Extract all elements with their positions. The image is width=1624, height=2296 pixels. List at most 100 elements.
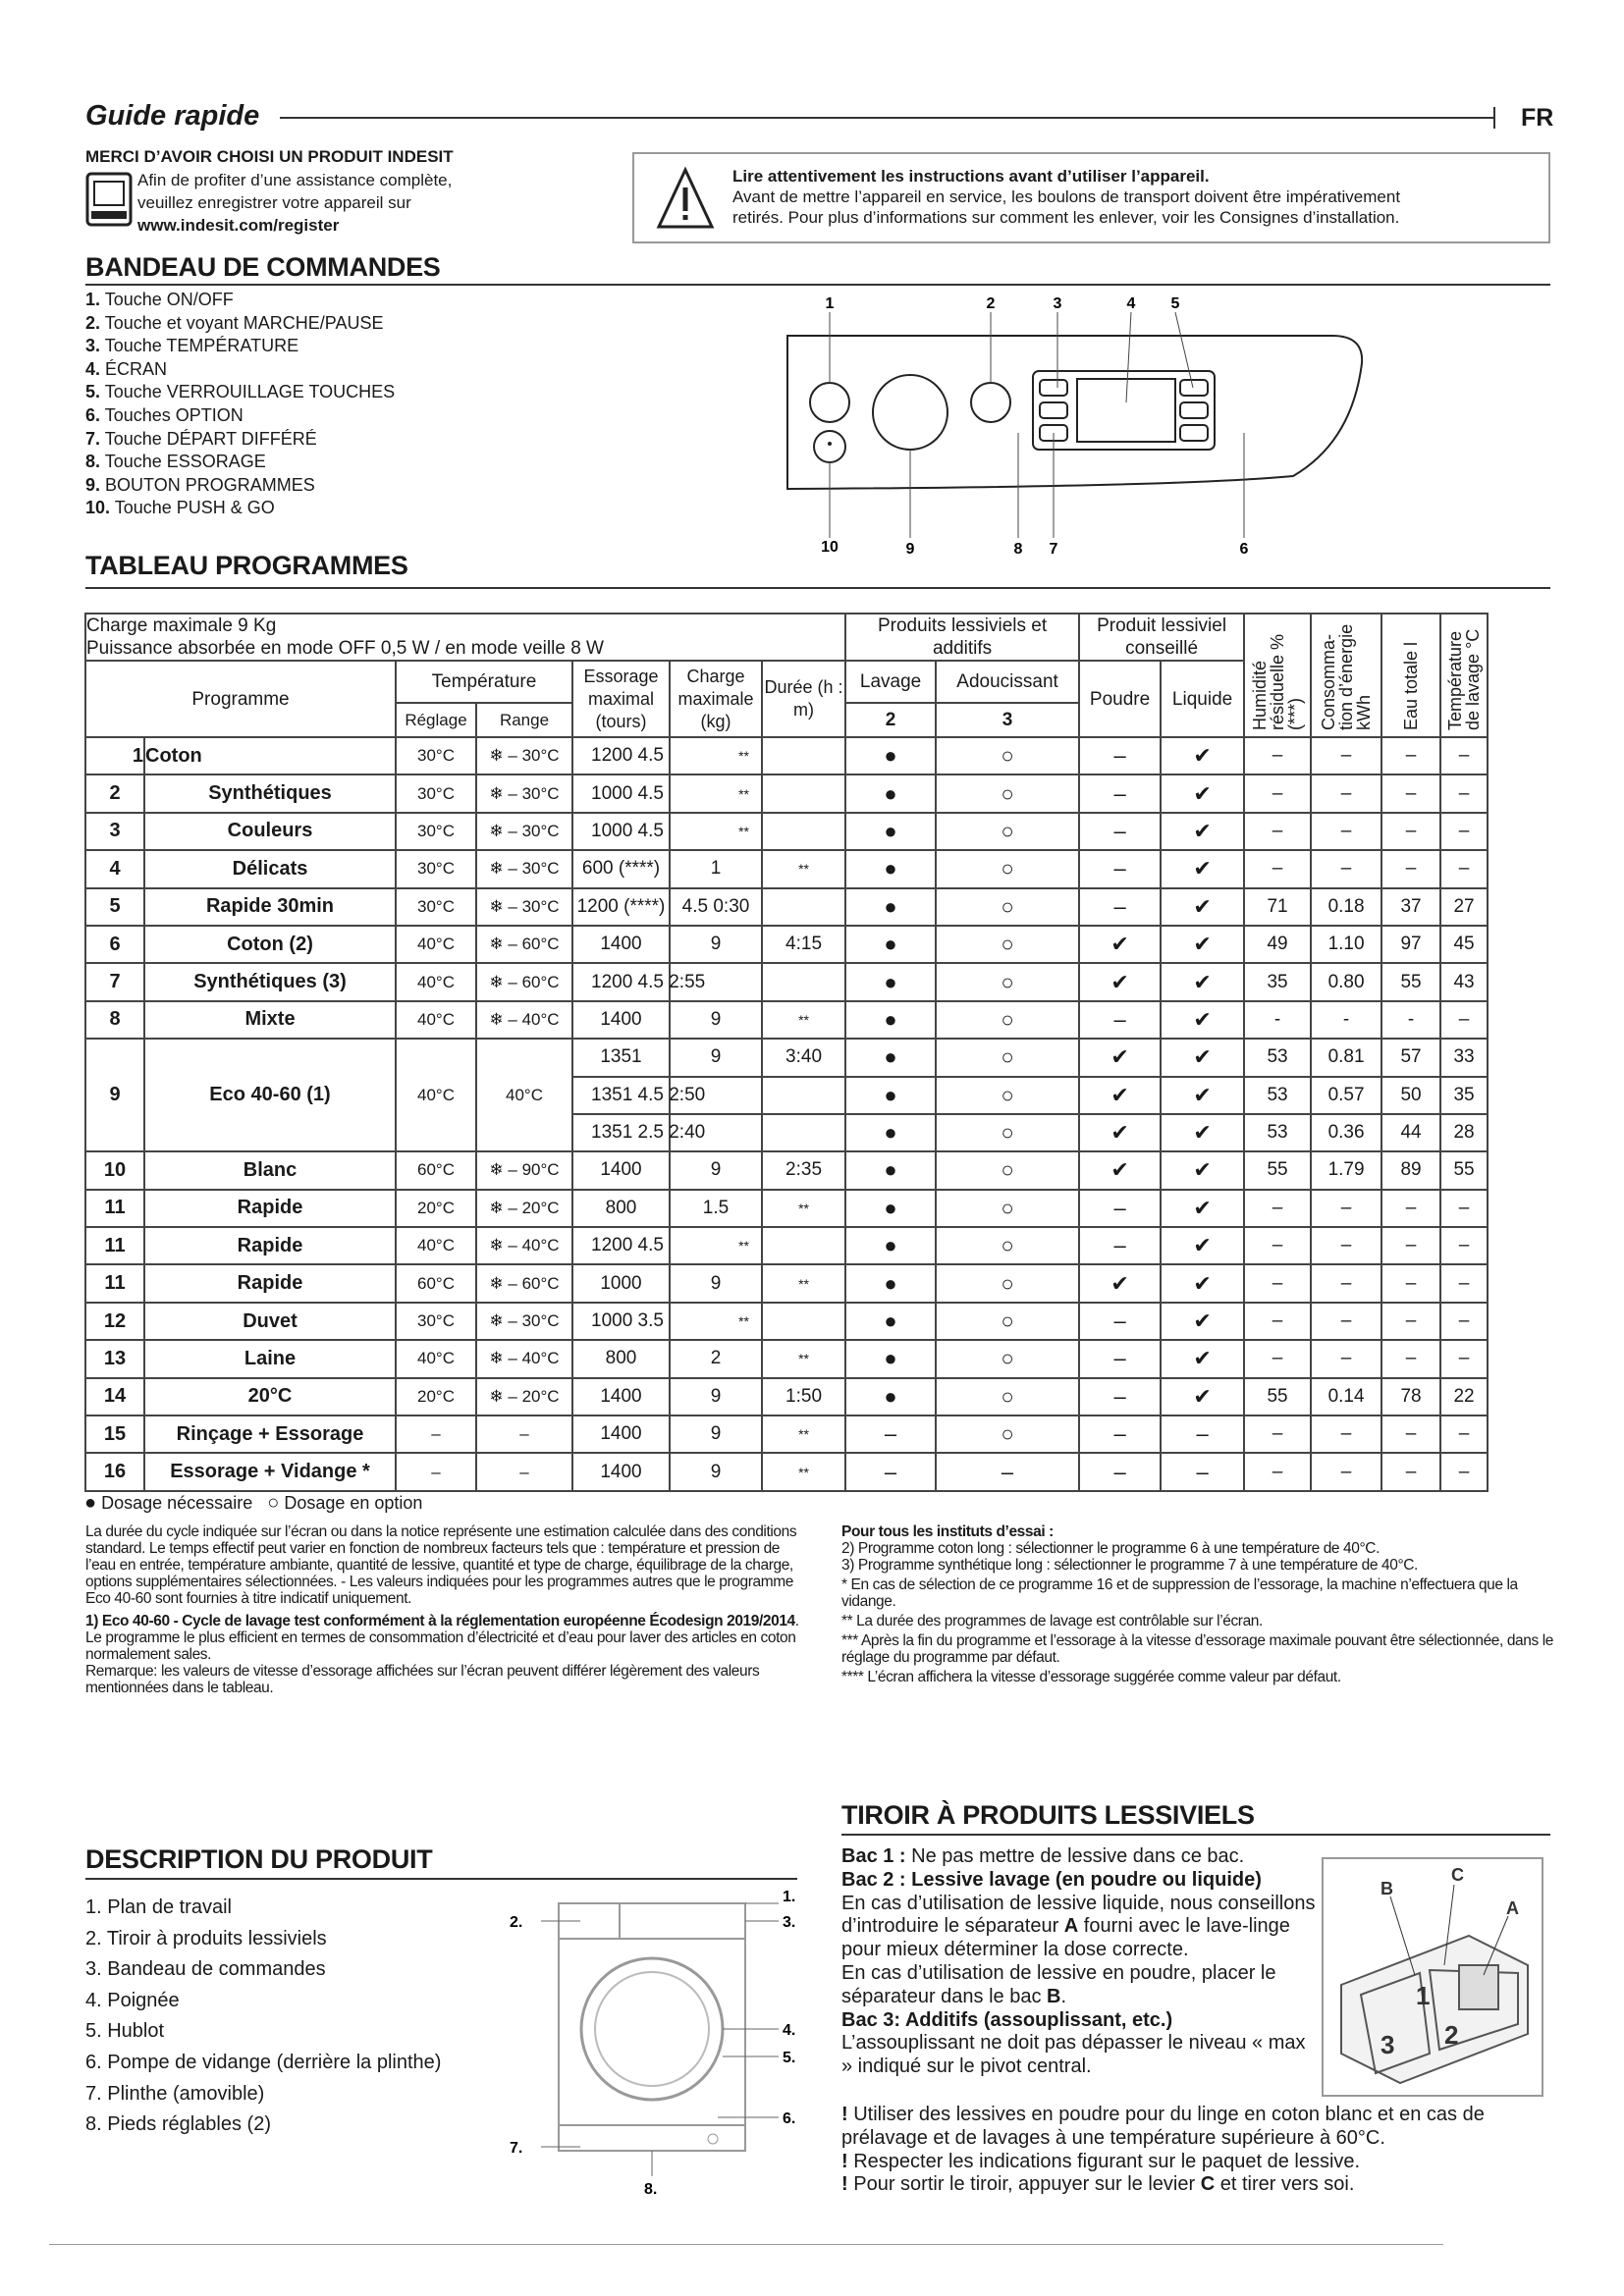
program-name: Coton (2) [143, 924, 397, 965]
temp-setting: 30°C [395, 849, 477, 889]
table-row: 11 Rapide 60°C ❄ – 60°C 1000 9 ** ● ○ ✔ ✔ – – – – [84, 1263, 1489, 1304]
wash-temp: 33 [1439, 1038, 1489, 1078]
section-rule [841, 1834, 1550, 1836]
liquid: ✔ [1160, 1038, 1246, 1078]
bac2-text: fourni avec le lave-linge pour mieux dét… [841, 1915, 1290, 1961]
note-line: * En cas de sélection de ce programme 16… [841, 1576, 1518, 1610]
energy: – [1310, 849, 1383, 889]
callout-3: 3 [1054, 295, 1062, 312]
header-essorage: Essorage maximal (tours) [571, 660, 671, 738]
humidity: 35 [1243, 962, 1313, 1002]
control-list-item: 8. Touche ESSORAGE [85, 451, 395, 474]
liquid: ✔ [1160, 999, 1246, 1041]
section-title-product: DESCRIPTION DU PRODUIT [85, 1844, 433, 1874]
temp-setting: 40°C [395, 962, 477, 1002]
powder: ✔ [1078, 924, 1163, 965]
header-eau: Eau totale l [1401, 641, 1422, 730]
softener-dose: ○ [935, 774, 1081, 814]
washing-machine-diagram: 1. 2. 3. 4. 5. 6. 7. 8. [510, 1889, 795, 2198]
warning-line: Utiliser des lessives en poudre pour du … [841, 2104, 1485, 2149]
notes-right: Pour tous les instituts d’essai : 2) Pro… [841, 1523, 1558, 1685]
spin: 1000 3.5 [571, 1301, 671, 1342]
callout-5: 5 [1171, 295, 1180, 312]
water: 89 [1380, 1150, 1442, 1191]
energy: 1.79 [1310, 1150, 1383, 1191]
control-list-item: 6. Touches OPTION [85, 404, 395, 428]
detergent-drawer-diagram: B C A 1 2 3 [1322, 1857, 1543, 2097]
powder: ✔ [1078, 1075, 1163, 1115]
load: 9 [669, 1415, 763, 1455]
temp-setting: 30°C [395, 886, 477, 927]
temp-range: ❄ – 40°C [475, 999, 573, 1041]
charge-text: Charge maximale 9 Kg [86, 615, 277, 636]
liquid: ✔ [1160, 1112, 1246, 1153]
exclamation-icon: ! [841, 2104, 848, 2125]
wash-temp: – [1439, 999, 1489, 1041]
load: 9 [669, 999, 763, 1041]
header-energie: Consomma-tion d’énergie kWh [1319, 623, 1375, 730]
welcome-text: Afin de profiter d’une assistance complè… [137, 169, 452, 237]
wash-temp: 43 [1439, 962, 1489, 1002]
energy: – [1310, 735, 1383, 776]
softener-dose: ○ [935, 1376, 1081, 1417]
temp-range: ❄ – 60°C [475, 924, 573, 965]
program-name: Synthétiques (3) [143, 962, 397, 1002]
warning-box: Lire attentivement les instructions avan… [632, 152, 1550, 243]
humidity: – [1243, 1263, 1313, 1304]
liquid: ✔ [1160, 1339, 1246, 1379]
water: 55 [1380, 962, 1442, 1002]
energy: 0.57 [1310, 1075, 1383, 1115]
product-list-item: 5. Hublot [85, 2020, 165, 2043]
load: ** [669, 1301, 763, 1342]
softener-dose: ○ [935, 735, 1081, 776]
wash-dose: ● [844, 999, 938, 1041]
wash-dose: – [844, 1452, 938, 1492]
softener-dose: ○ [935, 1038, 1081, 1078]
temp-range: ❄ – 20°C [475, 1188, 573, 1229]
separator-a: A [1063, 1915, 1079, 1938]
program-number: 11 [84, 1188, 145, 1229]
water: – [1380, 1226, 1442, 1266]
table-row: 1 Coton 30°C ❄ – 30°C 1200 4.5 ** ● ○ – ✔ – – – – [84, 735, 1489, 776]
header-range: Range [475, 701, 573, 738]
wash-dose: ● [844, 1376, 938, 1417]
bac2-text: En cas d’utilisation de lessive liquide,… [841, 1892, 1316, 1938]
water: – [1380, 1452, 1442, 1492]
temp-range: ❄ – 90°C [475, 1150, 573, 1191]
register-link[interactable]: www.indesit.com/register [137, 216, 340, 235]
page-title: Guide rapide [85, 100, 260, 132]
callout-6: 6. [783, 2110, 795, 2127]
table-row: 4 Délicats 30°C ❄ – 30°C 600 (****) 1 ** ● ○ – ✔ – –… [84, 849, 1489, 889]
water: 44 [1380, 1112, 1442, 1153]
duration [760, 811, 847, 852]
duration: ** [760, 1263, 847, 1304]
energy: 0.14 [1310, 1376, 1383, 1417]
load: 4.5 0:30 [669, 886, 763, 927]
load [669, 1075, 763, 1115]
load: ** [669, 1226, 763, 1266]
wash-dose: ● [844, 1339, 938, 1379]
product-list-item: 1. Plan de travail [85, 1896, 232, 1918]
wash-dose: ● [844, 886, 938, 927]
humidity: – [1243, 1301, 1313, 1342]
temp-range: ❄ – 30°C [475, 811, 573, 852]
humidity: 71 [1243, 886, 1313, 927]
duration: 4:15 [760, 924, 847, 965]
humidity: 53 [1243, 1075, 1313, 1115]
load: ** [669, 774, 763, 814]
liquid: ✔ [1160, 1301, 1246, 1342]
spin: 600 (****) [571, 849, 671, 889]
temp-setting: – [395, 1452, 477, 1492]
item-number: 8. [85, 452, 101, 472]
bac2-label: Bac 2 : Lessive lavage (en poudre ou liq… [841, 1868, 1262, 1891]
program-name: 20°C [143, 1376, 397, 1417]
header-poudre: Poudre [1078, 660, 1163, 738]
softener-dose: ○ [935, 999, 1081, 1041]
duration: ** [760, 849, 847, 889]
temp-setting: 20°C [395, 1376, 477, 1417]
energy: – [1310, 1188, 1383, 1229]
wash-temp: 35 [1439, 1075, 1489, 1115]
item-label: BOUTON PROGRAMMES [105, 474, 315, 495]
softener-dose: ○ [935, 1188, 1081, 1229]
powder: – [1078, 1376, 1163, 1417]
